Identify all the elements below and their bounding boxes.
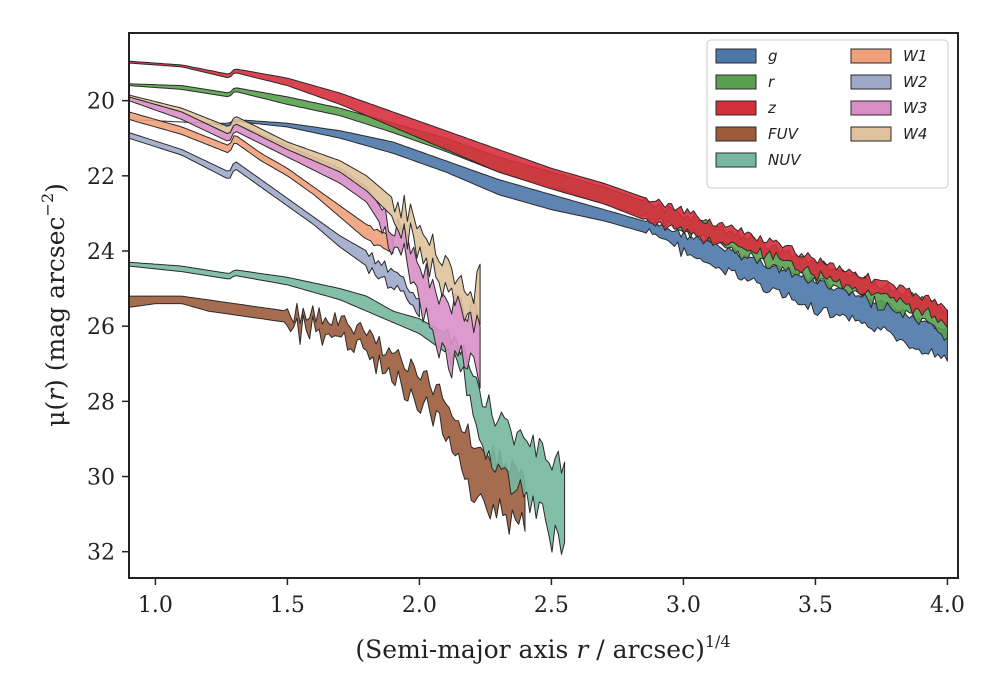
y-axis: 20 22 24 26 28 30 32 xyxy=(87,90,129,566)
legend-swatch-r xyxy=(715,74,757,90)
x-tick-label: 2.5 xyxy=(534,593,569,618)
x-tick-label: 1.5 xyxy=(270,593,305,618)
y-axis-label: μ(r) (mag arcsec−2) xyxy=(38,183,70,427)
legend-swatch-w1 xyxy=(850,48,892,64)
legend-label-fuv: FUV xyxy=(768,125,800,143)
legend-label-r: r xyxy=(768,73,775,91)
y-tick-label: 20 xyxy=(87,90,115,115)
y-tick-label: 26 xyxy=(87,315,115,340)
band-nuv xyxy=(129,261,566,555)
legend-swatch-w2 xyxy=(850,74,892,90)
y-tick-label: 28 xyxy=(87,390,115,415)
y-tick-label: 22 xyxy=(87,165,115,190)
band-w2 xyxy=(129,132,420,318)
y-tick-label: 30 xyxy=(87,466,115,491)
x-axis-label: (Semi-major axis r / arcsec)1/4 xyxy=(355,632,730,664)
x-tick-label: 3.5 xyxy=(798,593,833,618)
legend-swatch-z xyxy=(715,100,757,116)
legend-label-g: g xyxy=(768,47,778,65)
legend-swatch-fuv xyxy=(715,126,757,142)
legend-swatch-nuv xyxy=(715,152,757,168)
band-w1 xyxy=(129,111,394,254)
band-g xyxy=(129,118,948,362)
x-axis: 1.0 1.5 2.0 2.5 3.0 3.5 4.0 xyxy=(138,578,965,618)
legend-swatch-w4 xyxy=(850,126,892,142)
band-w4 xyxy=(129,94,481,334)
legend-label-z: z xyxy=(767,99,777,117)
x-tick-label: 3.0 xyxy=(666,593,701,618)
legend-label-nuv: NUV xyxy=(768,151,802,169)
legend-label-w2: W2 xyxy=(903,73,927,91)
legend-label-w3: W3 xyxy=(903,99,927,117)
legend-label-w4: W4 xyxy=(903,125,927,143)
x-tick-label: 1.0 xyxy=(138,593,173,618)
y-tick-label: 32 xyxy=(87,541,115,566)
profile-bands xyxy=(129,60,948,555)
x-tick-label: 4.0 xyxy=(930,593,965,618)
band-fuv xyxy=(129,295,526,535)
legend-swatch-w3 xyxy=(850,100,892,116)
legend-label-w1: W1 xyxy=(903,47,927,65)
band-z xyxy=(129,60,948,328)
legend-swatch-g xyxy=(715,48,757,64)
legend: grz FUV NUV W1 W2 W3 W4 xyxy=(706,39,949,189)
x-tick-label: 2.0 xyxy=(402,593,437,618)
plot-frame xyxy=(128,32,959,579)
y-tick-label: 24 xyxy=(87,240,115,265)
